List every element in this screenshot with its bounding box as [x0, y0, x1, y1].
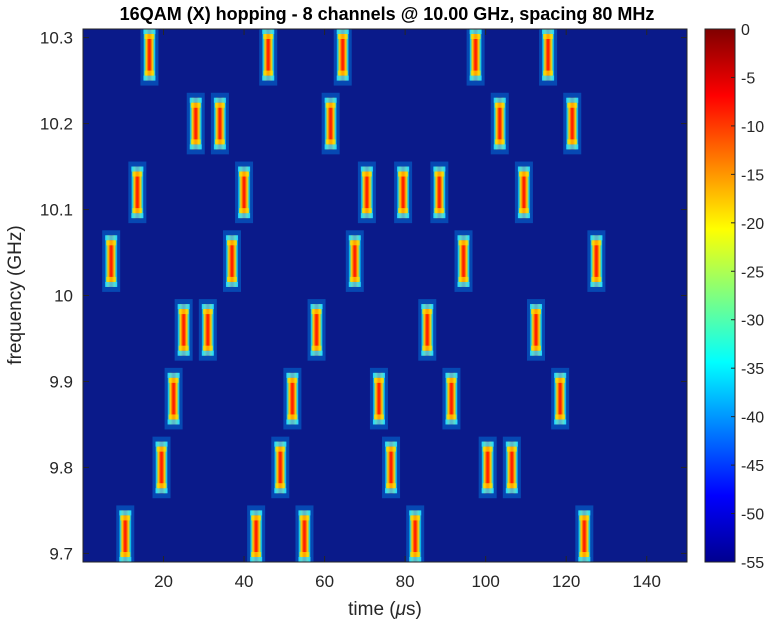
hop-burst — [357, 161, 376, 224]
hop-burst — [307, 299, 326, 361]
hop-burst — [539, 29, 558, 86]
y-axis-label: frequency (GHz) — [5, 225, 26, 364]
x-tick-label: 80 — [396, 572, 415, 591]
colorbar-tick-label: -40 — [741, 410, 764, 427]
hop-burst — [333, 29, 352, 86]
y-tick-label: 10 — [54, 287, 73, 306]
hop-burst — [345, 230, 364, 292]
x-tick-label: 120 — [552, 572, 580, 591]
hop-burst — [478, 436, 497, 499]
colorbar-tick-label: -45 — [741, 458, 764, 475]
hop-burst — [210, 92, 229, 155]
hop-burst — [369, 367, 388, 430]
hop-burst — [222, 230, 241, 292]
hop-burst — [575, 505, 594, 562]
hop-burst — [164, 367, 183, 430]
hop-burst — [271, 436, 290, 499]
hop-burst — [454, 230, 473, 292]
colorbar-tick-label: -50 — [741, 507, 764, 524]
y-axis-ticks: 9.7 9.8 9.9 10 10.1 10.2 10.3 — [40, 29, 687, 563]
hop-burst — [406, 505, 425, 562]
colorbar-tick-label: -5 — [741, 70, 755, 87]
hop-burst — [551, 367, 570, 430]
x-tick-label: 100 — [471, 572, 499, 591]
hop-burst — [235, 161, 254, 224]
y-tick-label: 9.7 — [49, 544, 73, 563]
hop-burst — [527, 299, 545, 361]
colorbar-tick-label: -10 — [741, 119, 764, 136]
hop-burst — [152, 436, 171, 499]
colorbar-tick-label: -55 — [741, 555, 764, 572]
colorbar-tick-label: -35 — [741, 361, 764, 378]
y-tick-label: 10.1 — [40, 201, 73, 220]
colorbar-tick-label: -15 — [741, 167, 764, 184]
y-tick-label: 10.3 — [40, 29, 73, 48]
hop-burst — [116, 505, 135, 562]
colorbar-ticks: 0 -5 -10 -15 -20 -25 -30 -35 -40 -45 -50 -55 — [731, 22, 764, 572]
hop-burst — [514, 161, 533, 224]
hop-burst — [247, 505, 266, 562]
hop-burst — [174, 299, 193, 361]
x-tick-label: 60 — [315, 572, 334, 591]
x-axis-ticks: 20 40 60 80 100 120 140 — [154, 29, 661, 591]
hop-bursts — [102, 29, 606, 562]
hop-burst — [442, 367, 461, 430]
x-axis-label: time (μs) — [348, 599, 422, 620]
colorbar-tick-label: -20 — [741, 216, 764, 233]
x-tick-label: 140 — [633, 572, 661, 591]
hop-burst — [382, 436, 401, 499]
hop-burst — [283, 367, 302, 430]
hop-burst — [587, 230, 606, 292]
y-tick-label: 10.2 — [40, 115, 73, 134]
x-tick-label: 40 — [235, 572, 254, 591]
hop-burst — [466, 29, 485, 86]
hop-burst — [490, 92, 509, 155]
hop-burst — [198, 299, 217, 361]
colorbar-tick-label: -30 — [741, 313, 764, 330]
hop-burst — [259, 29, 278, 86]
hop-burst — [128, 161, 147, 224]
y-tick-label: 9.9 — [49, 372, 73, 391]
hop-burst — [102, 230, 121, 292]
x-tick-label: 20 — [154, 572, 173, 591]
colorbar-tick-label: 0 — [741, 22, 750, 39]
hop-burst — [418, 299, 437, 361]
hop-burst — [563, 92, 582, 155]
hop-burst — [140, 29, 159, 86]
hop-burst — [502, 436, 521, 499]
chart-title: 16QAM (X) hopping - 8 channels @ 10.00 G… — [120, 4, 655, 24]
hop-burst — [295, 505, 314, 562]
hop-burst — [321, 92, 340, 155]
hop-burst — [186, 92, 205, 155]
colorbar — [704, 28, 736, 563]
colorbar-tick-label: -25 — [741, 264, 764, 281]
hop-burst — [430, 161, 449, 224]
y-tick-label: 9.8 — [49, 458, 73, 477]
hop-burst — [394, 161, 413, 224]
